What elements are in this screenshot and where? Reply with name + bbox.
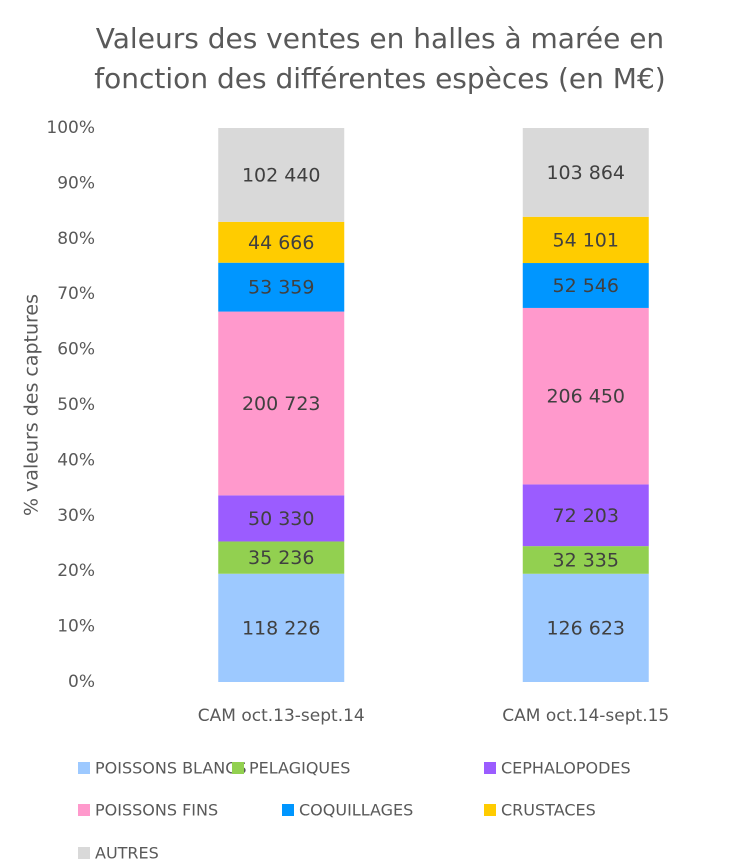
legend-swatch <box>78 762 90 774</box>
bar-segment <box>218 128 345 222</box>
y-tick-label: 50% <box>57 395 95 415</box>
legend-swatch <box>282 804 294 816</box>
y-tick-label: 90% <box>57 173 95 193</box>
legend-swatch <box>78 804 90 816</box>
data-label: 206 450 <box>546 386 625 408</box>
data-label: 52 546 <box>553 275 619 297</box>
data-label: 126 623 <box>546 617 625 639</box>
bar-segment <box>522 573 649 682</box>
bar-segment <box>218 573 345 682</box>
bar-segment <box>218 541 345 574</box>
bar-segment <box>522 546 649 574</box>
x-tick-label: CAM oct.14-sept.15 <box>502 706 669 726</box>
legend-swatch <box>78 847 90 859</box>
x-tick-label: CAM oct.13-sept.14 <box>198 706 365 726</box>
bar-segment <box>522 484 649 547</box>
y-tick-label: 40% <box>57 450 95 470</box>
legend-label: POISSONS FINS <box>95 801 218 820</box>
data-label: 118 226 <box>242 617 321 639</box>
bar-segment <box>218 221 345 263</box>
legend-swatch <box>484 804 496 816</box>
y-tick-label: 30% <box>57 506 95 526</box>
bar-segment <box>218 262 345 312</box>
bar-segment <box>522 263 649 308</box>
legend-label: AUTRES <box>95 844 159 863</box>
y-tick-label: 20% <box>57 561 95 581</box>
data-label: 44 666 <box>248 232 314 254</box>
bar-segment <box>522 307 649 485</box>
legend-swatch <box>484 762 496 774</box>
legend-label: COQUILLAGES <box>299 801 413 820</box>
data-label: 50 330 <box>248 508 314 530</box>
data-label: 54 101 <box>553 229 619 251</box>
data-label: 53 359 <box>248 277 314 299</box>
y-tick-label: 60% <box>57 340 95 360</box>
legend-label: CEPHALOPODES <box>501 759 631 778</box>
y-tick-label: 70% <box>57 284 95 304</box>
chart-title: Valeurs des ventes en halles à marée en <box>96 22 664 55</box>
bar-segment <box>218 311 345 496</box>
data-label: 103 864 <box>546 162 625 184</box>
y-axis-title: % valeurs des captures <box>21 294 43 516</box>
y-tick-label: 0% <box>68 672 95 692</box>
data-label: 35 236 <box>248 547 314 569</box>
data-label: 32 335 <box>553 549 619 571</box>
legend-label: CRUSTACES <box>501 801 596 820</box>
data-label: 102 440 <box>242 164 321 186</box>
y-tick-label: 80% <box>57 229 95 249</box>
data-label: 200 723 <box>242 393 321 415</box>
bar-segment <box>522 128 649 217</box>
y-tick-label: 100% <box>46 118 95 138</box>
legend-label: PELAGIQUES <box>249 759 350 778</box>
bar-segment <box>522 216 649 264</box>
data-label: 72 203 <box>553 505 619 527</box>
bar-segment <box>218 495 345 542</box>
chart-title: fonction des différentes espèces (en M€) <box>94 62 665 95</box>
legend-label: POISSONS BLANCS <box>95 759 247 778</box>
legend-swatch <box>232 762 244 774</box>
y-tick-label: 10% <box>57 617 95 637</box>
